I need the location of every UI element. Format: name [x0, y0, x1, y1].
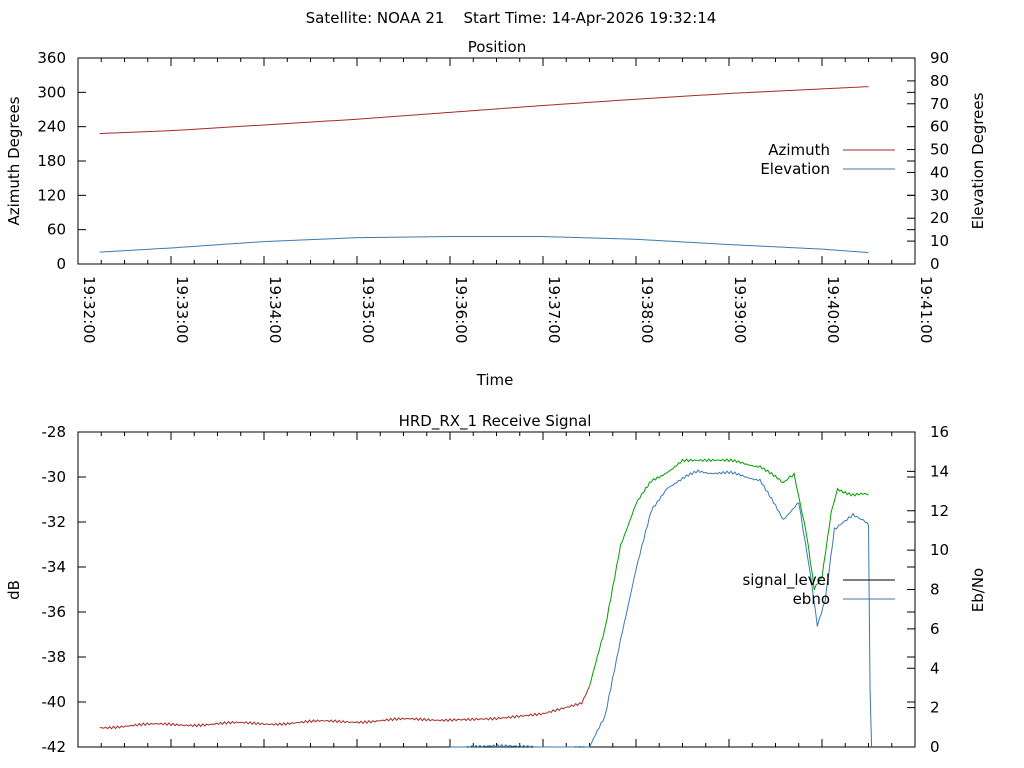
position-y2-tick-label: 0	[930, 255, 940, 273]
position-y2-tick-label: 80	[930, 72, 949, 90]
signal-y2-tick-label: 8	[930, 581, 940, 599]
position-x-tick-label: 19:38:00	[638, 276, 656, 343]
position-legend-label: Azimuth	[768, 141, 830, 159]
position-y-tick-label: 60	[47, 221, 66, 239]
signal-chart-title: HRD_RX_1 Receive Signal	[399, 412, 592, 431]
signal-y2-axis-label: Eb/No	[969, 568, 987, 612]
position-y2-tick-label: 40	[930, 163, 949, 181]
signal-y2-tick-label: 6	[930, 620, 940, 638]
signal-chart: HRD_RX_1 Receive Signal dB Eb/No -42-40-…	[5, 412, 987, 756]
position-y-tick-label: 0	[56, 255, 66, 273]
position-x-tick-label: 19:39:00	[731, 276, 749, 343]
position-x-tick-label: 19:37:00	[545, 276, 563, 343]
signal-y-tick-label: -36	[42, 603, 67, 621]
signal-legend-label: signal_level	[742, 571, 830, 590]
position-y2-tick-label: 70	[930, 95, 949, 113]
position-x-tick-label: 19:36:00	[452, 276, 470, 343]
signal-series-line-signal_level	[99, 686, 590, 730]
position-y-tick-label: 360	[37, 49, 66, 67]
position-y-tick-label: 240	[37, 118, 66, 136]
signal-y-tick-label: -28	[42, 423, 67, 441]
position-y2-tick-label: 20	[930, 209, 949, 227]
signal-series-line-ebno	[449, 469, 873, 748]
position-series-line-Azimuth	[99, 86, 869, 135]
signal-plot-frame	[77, 431, 916, 748]
signal-y2-tick-label: 16	[930, 423, 949, 441]
position-y2-tick-label: 50	[930, 141, 949, 159]
position-x-axis-label: Time	[476, 371, 514, 389]
position-y2-tick-label: 30	[930, 186, 949, 204]
position-x-tick-label: 19:41:00	[917, 276, 935, 343]
position-chart: Position Azimuth Degrees Elevation Degre…	[5, 38, 987, 389]
position-y-tick-label: 180	[37, 152, 66, 170]
position-series-line-Elevation	[99, 236, 869, 254]
signal-y2-tick-label: 12	[930, 502, 949, 520]
signal-y-tick-label: -32	[42, 513, 67, 531]
position-y2-tick-label: 90	[930, 49, 949, 67]
signal-legend-label: ebno	[793, 590, 830, 608]
position-ticks: 0 60 120 180 240 300 360 0 10 20 30 40 50 60 70 80 90 19:…	[37, 49, 949, 343]
position-y2-tick-label: 10	[930, 232, 949, 250]
position-y-tick-label: 120	[37, 186, 66, 204]
position-x-tick-label: 19:35:00	[359, 276, 377, 343]
position-x-tick-label: 19:34:00	[266, 276, 284, 343]
signal-series-line-signal_level-high	[589, 458, 869, 687]
position-y-tick-label: 300	[37, 83, 66, 101]
position-y2-tick-label: 60	[930, 118, 949, 136]
signal-y2-tick-label: 2	[930, 699, 940, 717]
signal-y-tick-label: -38	[42, 648, 67, 666]
position-x-tick-label: 19:32:00	[80, 276, 98, 343]
signal-ticks: -42 -40 -38 -36 -34 -32 -30 -28 0 2 4 6 8 10 12 14 16	[42, 423, 950, 756]
signal-y2-tick-label: 4	[930, 659, 940, 677]
position-legend-label: Elevation	[760, 160, 830, 178]
signal-y-axis-label: dB	[5, 580, 23, 600]
signal-y-tick-label: -34	[42, 558, 67, 576]
position-x-tick-label: 19:33:00	[173, 276, 191, 343]
position-y2-axis-label: Elevation Degrees	[969, 92, 987, 229]
signal-y2-tick-label: 0	[930, 738, 940, 756]
signal-y2-tick-label: 10	[930, 541, 949, 559]
position-chart-title: Position	[468, 38, 526, 56]
signal-y-tick-label: -40	[42, 693, 67, 711]
position-series	[99, 86, 869, 254]
position-x-tick-label: 19:40:00	[824, 276, 842, 343]
signal-y-tick-label: -42	[42, 738, 67, 756]
position-y-axis-label: Azimuth Degrees	[5, 96, 23, 225]
signal-series	[99, 458, 873, 748]
page-title: Satellite: NOAA 21 Start Time: 14-Apr-20…	[306, 9, 717, 27]
signal-y2-tick-label: 14	[930, 462, 949, 480]
signal-y-tick-label: -30	[42, 468, 67, 486]
